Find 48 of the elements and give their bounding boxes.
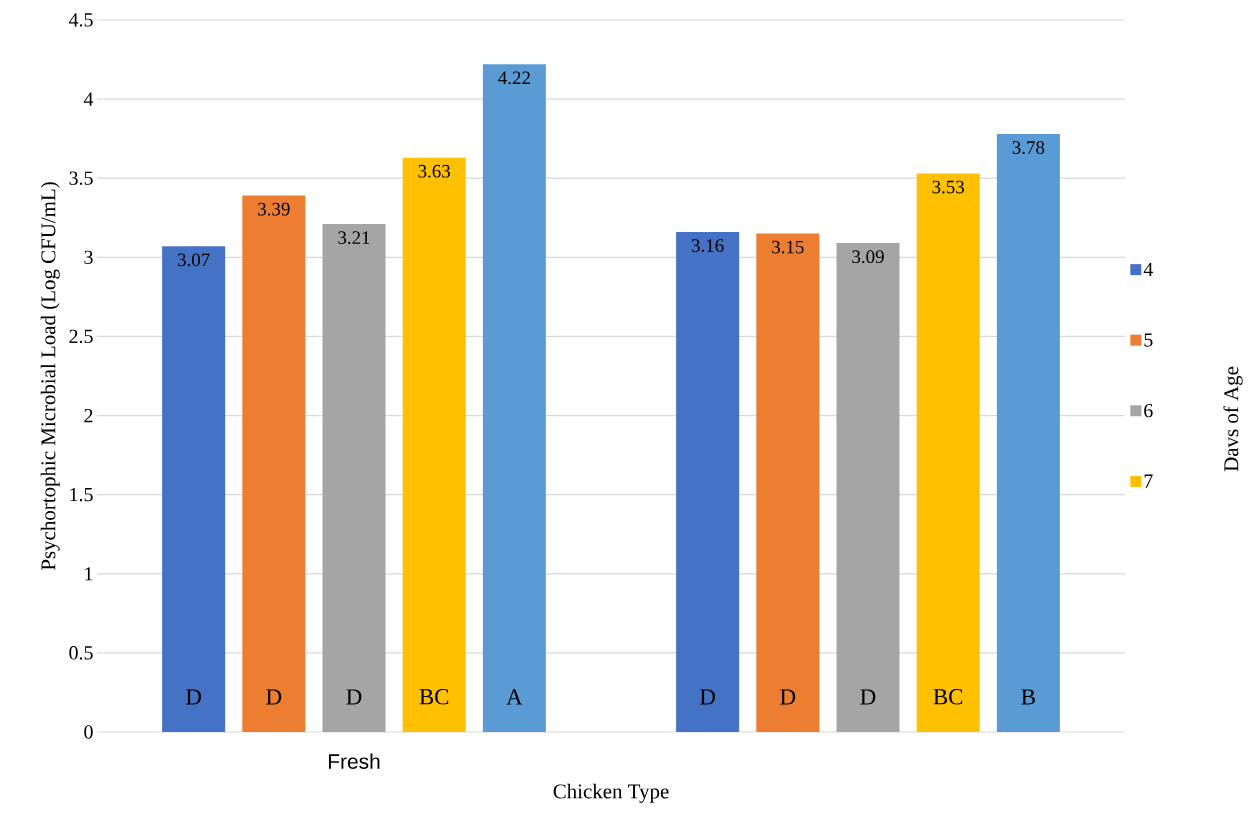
annotation: D: [266, 689, 282, 705]
legend-label: 5: [1144, 333, 1153, 347]
data-label: 3.16: [691, 239, 724, 253]
legend-label: 4: [1143, 262, 1153, 276]
y-axis-title: Psychortophic Microbial Load (Log CFU/mL): [40, 182, 60, 571]
y-tick-label: 3.5: [69, 171, 93, 185]
y-tick-label: 4.5: [68, 13, 93, 27]
annotation: B: [1021, 689, 1035, 705]
annotation: BC: [933, 689, 963, 705]
legend-label: 6: [1144, 403, 1153, 418]
data-label: 3.21: [338, 231, 370, 245]
bar: [916, 173, 980, 732]
bar: [676, 232, 740, 732]
annotation: BC: [419, 689, 449, 705]
annotation: D: [186, 689, 201, 705]
data-label: 3.39: [258, 202, 290, 216]
annotation: D: [780, 689, 796, 705]
legend-title: Davs of Age: [1223, 366, 1243, 472]
data-label: 3.78: [1012, 141, 1045, 154]
bar: [836, 243, 900, 732]
y-tick-label: 2.5: [69, 329, 93, 344]
legend-label: 7: [1144, 474, 1153, 488]
annotation: D: [860, 689, 876, 705]
data-label: 3.53: [932, 180, 964, 194]
y-tick-label: 0: [84, 725, 93, 739]
annotation: D: [700, 689, 715, 705]
x-axis-title: Chicken Type: [553, 783, 669, 803]
bar: [756, 233, 820, 732]
y-tick-label: 0.5: [69, 646, 93, 660]
bar: [482, 64, 546, 732]
y-tick-label: 3: [84, 250, 93, 265]
annotation: A: [506, 689, 523, 705]
data-label: 3.15: [772, 240, 804, 254]
bar: [996, 133, 1060, 732]
data-label: 3.07: [177, 253, 210, 267]
bar: [242, 195, 306, 732]
bar: [402, 157, 466, 732]
x-tick-label: Fresh: [328, 753, 380, 769]
data-label: 3.63: [418, 164, 450, 178]
annotation: D: [346, 689, 362, 705]
data-label: 3.09: [852, 250, 884, 264]
y-tick-label: 1.5: [70, 487, 93, 502]
y-tick-label: 1: [85, 567, 93, 581]
bar: [322, 224, 386, 732]
y-tick-label: 4: [83, 92, 94, 106]
bar: [162, 246, 226, 732]
data-label: 4.22: [498, 71, 530, 85]
y-tick-label: 2: [84, 408, 93, 423]
